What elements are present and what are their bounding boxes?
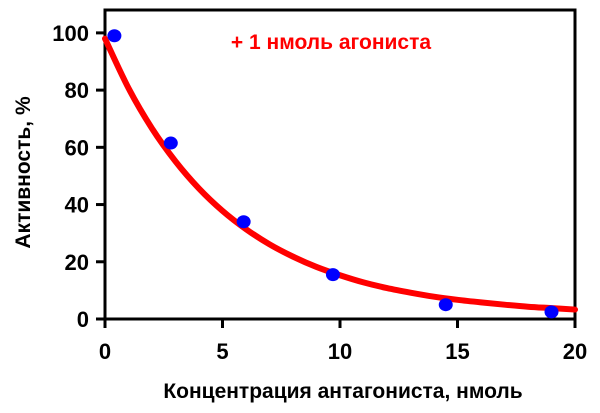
y-tick-label: 80 [65, 78, 89, 103]
ticks-group: 0 5 10 15 20 0 20 40 60 80 100 [52, 21, 587, 364]
y-tick-label: 60 [65, 135, 89, 160]
points-group [107, 29, 559, 319]
data-point [163, 136, 178, 150]
data-point [236, 215, 251, 229]
data-point [438, 298, 453, 312]
x-axis-title: Концентрация антагониста, нмоль [163, 380, 522, 403]
x-tick-label: 5 [216, 339, 228, 364]
annotation-text: + 1 нмоль агониста [231, 31, 431, 54]
curve-group [102, 35, 578, 313]
x-tick-label: 10 [328, 339, 352, 364]
y-axis-title: Активность, % [12, 96, 35, 249]
y-tick-label: 20 [65, 250, 89, 275]
y-tick-label: 40 [65, 193, 89, 218]
data-point [544, 305, 559, 319]
x-tick-label: 15 [445, 339, 469, 364]
y-tick-label: 0 [77, 307, 89, 332]
x-tick-label: 0 [99, 339, 111, 364]
y-tick-label: 100 [52, 21, 89, 46]
fit-curve-line [102, 35, 578, 313]
data-point [325, 268, 340, 282]
data-point [107, 29, 122, 43]
x-tick-label: 20 [563, 339, 587, 364]
